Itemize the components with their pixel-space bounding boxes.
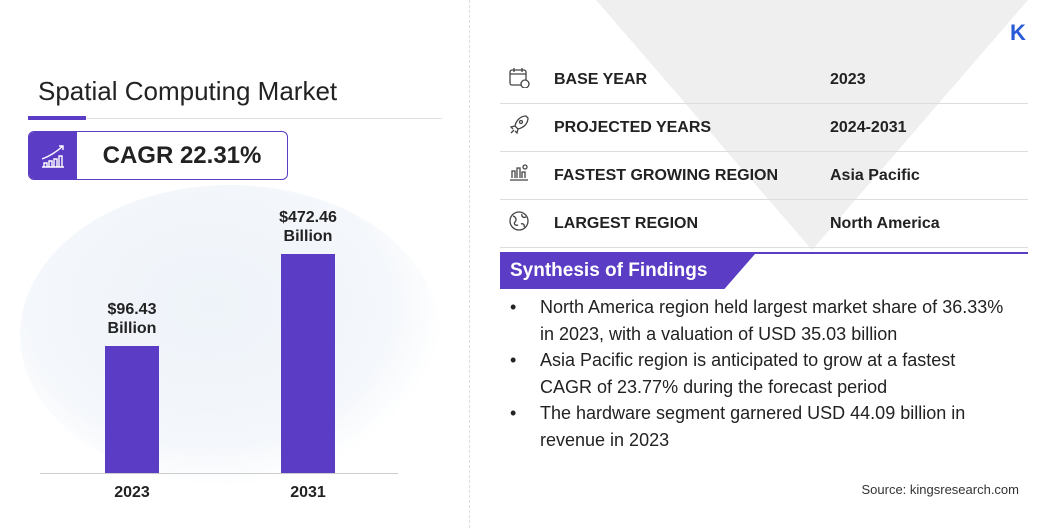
info-label: BASE YEAR [554,70,648,88]
divider [469,0,470,528]
rocket-icon [500,114,554,141]
title-accent [28,116,86,120]
info-row: FASTEST GROWING REGION Asia Pacific [500,152,1028,200]
growth-region-icon [500,162,554,189]
info-row: LARGEST REGION North America [500,200,1028,248]
info-label: FASTEST GROWING REGION [554,166,779,184]
info-label: PROJECTED YEARS [554,118,712,136]
x-tick-label: 2031 [290,484,326,501]
data-label: $96.43 Billion [107,301,157,337]
finding-item: The hardware segment garnered USD 44.09 … [510,400,1010,453]
info-label: LARGEST REGION [554,214,699,232]
data-label: $472.46 Billion [279,208,337,245]
info-value: 2024-2031 [830,118,907,136]
info-value: 2023 [830,70,866,88]
findings-list: North America region held largest market… [510,294,1010,453]
info-row: BASE YEAR 2023 [500,56,1028,104]
title-underline [28,118,442,119]
finding-item: North America region held largest market… [510,294,1010,347]
globe-background [20,185,440,485]
background-triangle [596,0,1028,250]
synthesis-rule [500,252,1028,254]
x-axis [40,473,398,474]
cagr-badge: CAGR 22.31% [28,131,288,180]
bar-2031 [281,253,335,473]
calendar-icon [500,66,554,93]
cagr-value: CAGR 22.31% [102,141,262,169]
kings-research-logo: K [1010,20,1026,45]
bar-2023 [105,346,159,473]
finding-item: Asia Pacific region is anticipated to gr… [510,347,1010,400]
page-title: Spatial Computing Market [38,76,338,106]
growth-chart-icon [29,132,77,179]
globe-icon [500,210,554,237]
info-row: PROJECTED YEARS 2024-2031 [500,104,1028,152]
synthesis-heading: Synthesis of Findings [500,254,755,289]
info-value: North America [830,214,940,232]
x-tick-label: 2023 [114,484,150,501]
info-value: Asia Pacific [830,166,920,184]
source-text: Source: kingsresearch.com [861,482,1019,497]
